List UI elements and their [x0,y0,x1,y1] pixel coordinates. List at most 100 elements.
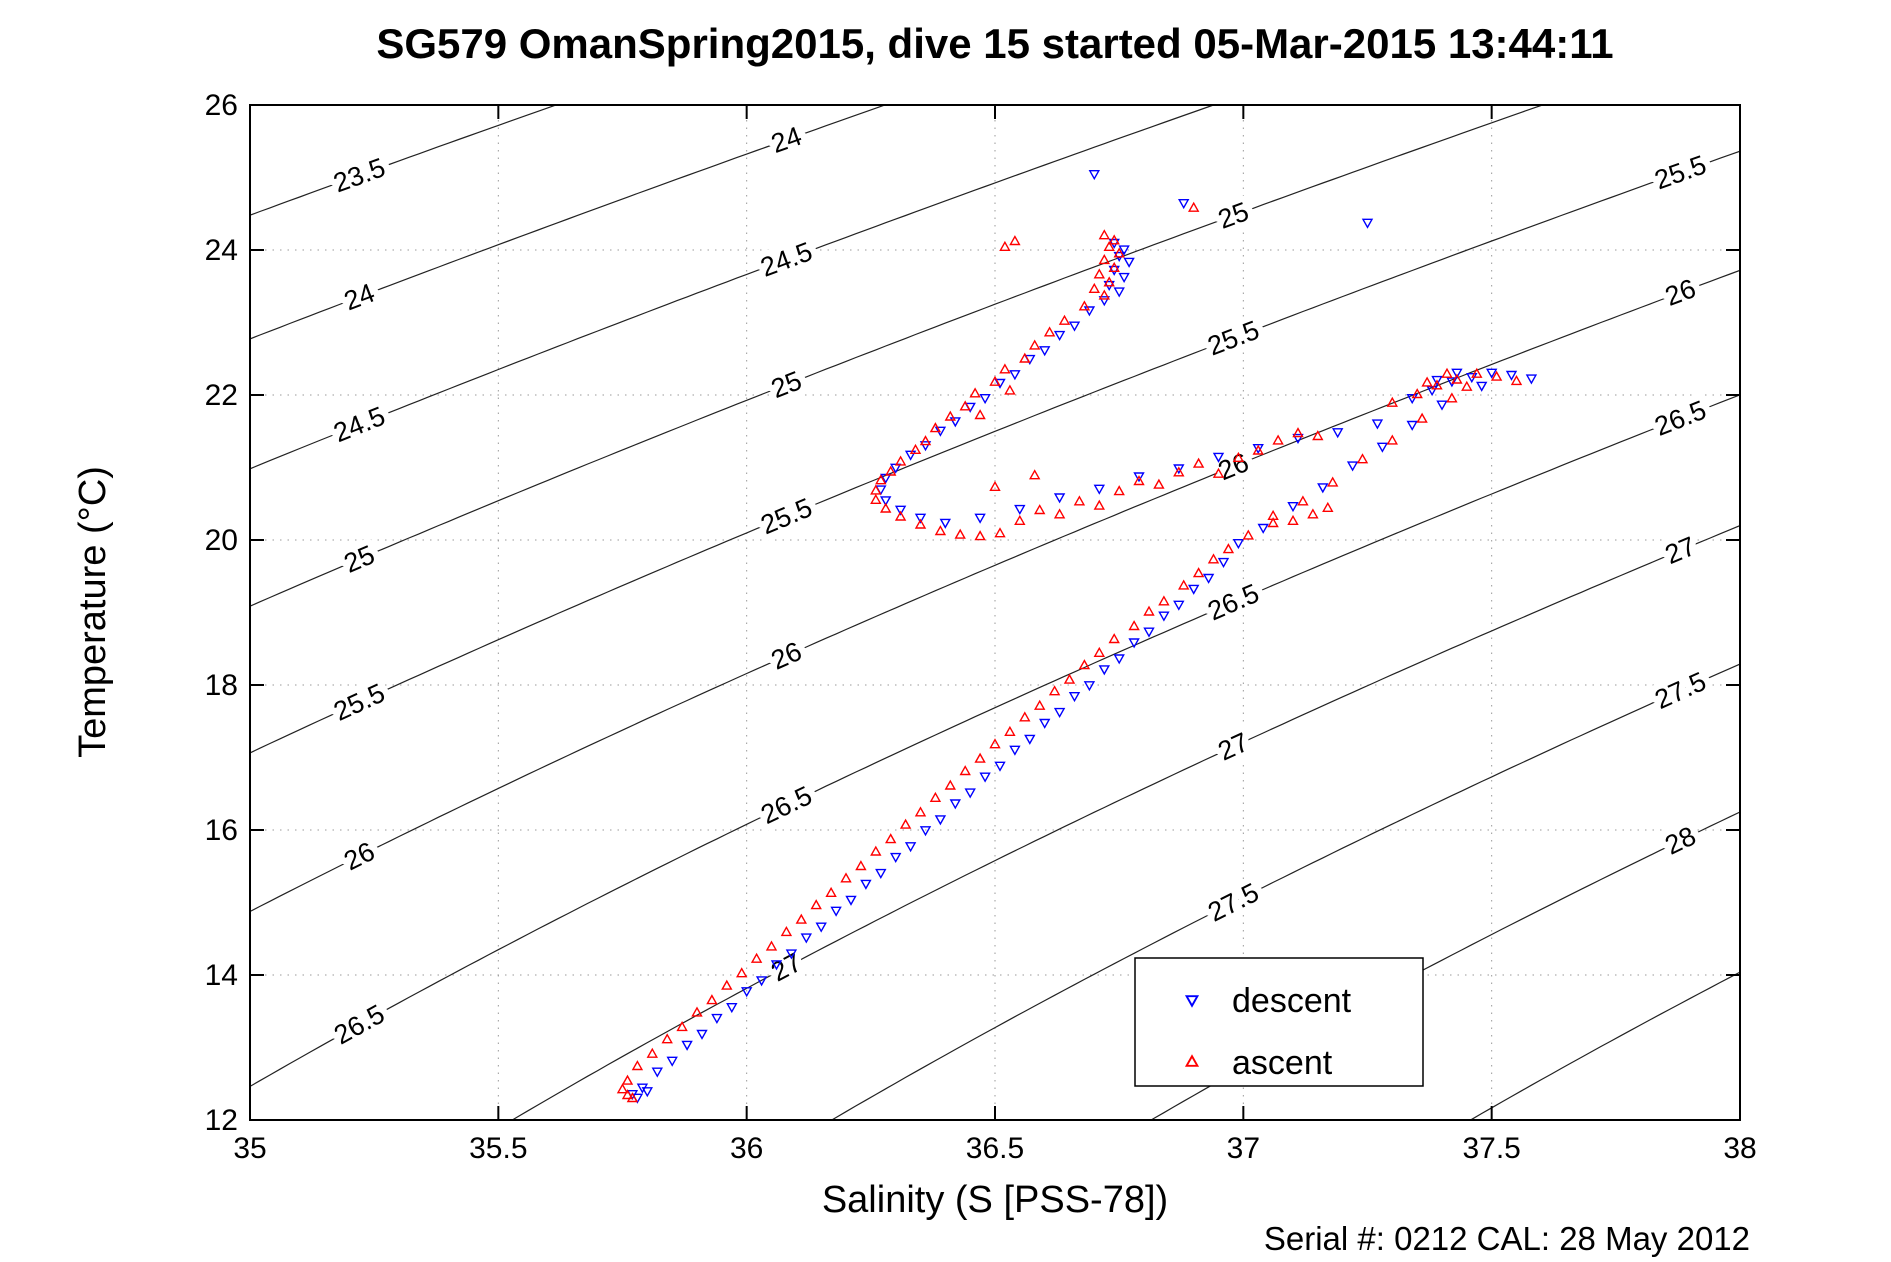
scatter-point-ascent [795,913,807,924]
y-tick-label: 22 [205,379,238,412]
scatter-point-ascent [1073,495,1086,506]
scatter-point-ascent [1019,352,1031,363]
scatter-point-descent [1217,557,1230,569]
scatter-point-ascent [1004,725,1016,736]
scatter-point-descent [875,868,887,880]
y-tick-label: 16 [205,814,238,847]
scatter-point-descent [1287,501,1299,513]
y-tick-label: 26 [205,89,238,122]
scatter-point-ascent [1108,633,1120,644]
scatter-point-ascent [621,1074,634,1085]
scatter-point-ascent [1232,451,1245,463]
legend: descent ascent [1134,957,1424,1087]
contour-line-26.5 [250,394,1740,1088]
scatter-point-ascent [894,510,907,521]
scatter-point-ascent [1192,457,1205,468]
isopycnal-contours [250,105,1740,1120]
scatter-point-descent [1039,346,1051,357]
scatter-point-descent [1446,377,1458,388]
scatter-point-ascent [646,1047,658,1058]
scatter-point-descent [1083,681,1096,692]
scatter-point-ascent [944,410,956,421]
scatter-point-ascent [974,409,986,420]
scatter-point-ascent [1222,543,1235,554]
scatter-point-descent [904,842,917,853]
scatter-point-ascent [974,530,986,541]
scatter-point-ascent [989,480,1001,492]
scatter-point-ascent [1133,475,1145,486]
scatter-point-ascent [999,363,1011,374]
legend-box [1134,957,1424,1087]
scatter-point-ascent [1192,567,1205,578]
scatter-point-ascent [1029,469,1041,480]
scatter-point-descent [845,895,857,906]
scatter-point-descent [1068,692,1081,703]
scatter-point-descent [681,1040,693,1051]
scatter-point-ascent [1252,444,1264,455]
scatter-point-descent [696,1029,708,1040]
scatter-point-descent [1158,611,1170,622]
scatter-point-descent [1202,573,1215,584]
scatter-point-descent [1068,321,1081,332]
scatter-point-ascent [1441,367,1453,378]
scatter-point-ascent [1128,620,1140,631]
scatter-point-ascent [1063,673,1076,684]
scatter-point-ascent [870,845,882,856]
scatter-point-descent [830,906,842,917]
scatter-point-ascent [1431,379,1443,390]
scatter-point-descent [1376,442,1389,453]
scatter-point-ascent [1267,517,1279,528]
legend-descent-label: descent [1232,982,1352,1020]
scatter-point-ascent [825,886,837,897]
scatter-point-ascent [1078,300,1091,311]
scatter-point-descent [641,1087,653,1098]
scatter-point-ascent [1103,240,1115,252]
scatter-point-descent [1108,265,1120,276]
y-tick-label: 14 [205,959,238,992]
y-axis-label: Temperature (°C) [72,466,114,758]
scatter-point-ascent [676,1020,688,1032]
scatter-point-ascent [989,375,1001,386]
scatter-point-ascent [1307,508,1319,519]
contour-line-26 [250,269,1740,913]
scatter-point-descent [1406,393,1418,405]
scatter-point-descent [1053,330,1066,342]
scatter-point-descent [711,1013,723,1025]
scatter-point-descent [815,922,827,933]
scatter-point-ascent [1029,339,1041,350]
x-tick-label: 38 [1723,1132,1756,1165]
y-tick-labels: 12 14 16 18 20 22 24 26 [205,89,238,1137]
x-tick-label: 37.5 [1462,1132,1520,1165]
scatter-point-ascent [914,806,927,817]
scatter-point-ascent [631,1060,644,1071]
scatter-point-descent [934,815,947,826]
scatter-point-ascent [944,779,956,790]
scatter-point-descent [770,960,783,971]
scatter-point-descent [979,393,991,405]
contour-line-25 [250,105,1545,607]
scatter-point-ascent [621,1089,634,1100]
y-tick-label: 18 [205,669,238,702]
contour-line-28 [1149,811,1740,1120]
scatter-point-descent [755,976,768,987]
scatter-point-ascent [661,1033,673,1044]
scatter-point-ascent [1014,514,1026,525]
scatter-point-ascent [691,1006,703,1017]
scatter-point-ascent [1312,430,1324,441]
scatter-point-ascent [885,833,897,844]
scatter-point-ascent [1004,384,1016,395]
scatter-point-descent [1173,600,1185,611]
scatter-point-ascent [1113,485,1125,496]
contour-line-25.5 [250,150,1740,754]
scatter-point-ascent [1297,495,1309,506]
scatter-point-ascent [1446,392,1458,403]
scatter-point-descent [785,949,798,960]
scatter-point-ascent [780,925,793,937]
scatter-point-ascent [1386,434,1398,445]
scatter-point-descent [1232,539,1245,550]
scatter-point-ascent [1113,247,1125,258]
scatter-point-ascent [1098,289,1110,300]
scatter-point-ascent [855,860,867,871]
